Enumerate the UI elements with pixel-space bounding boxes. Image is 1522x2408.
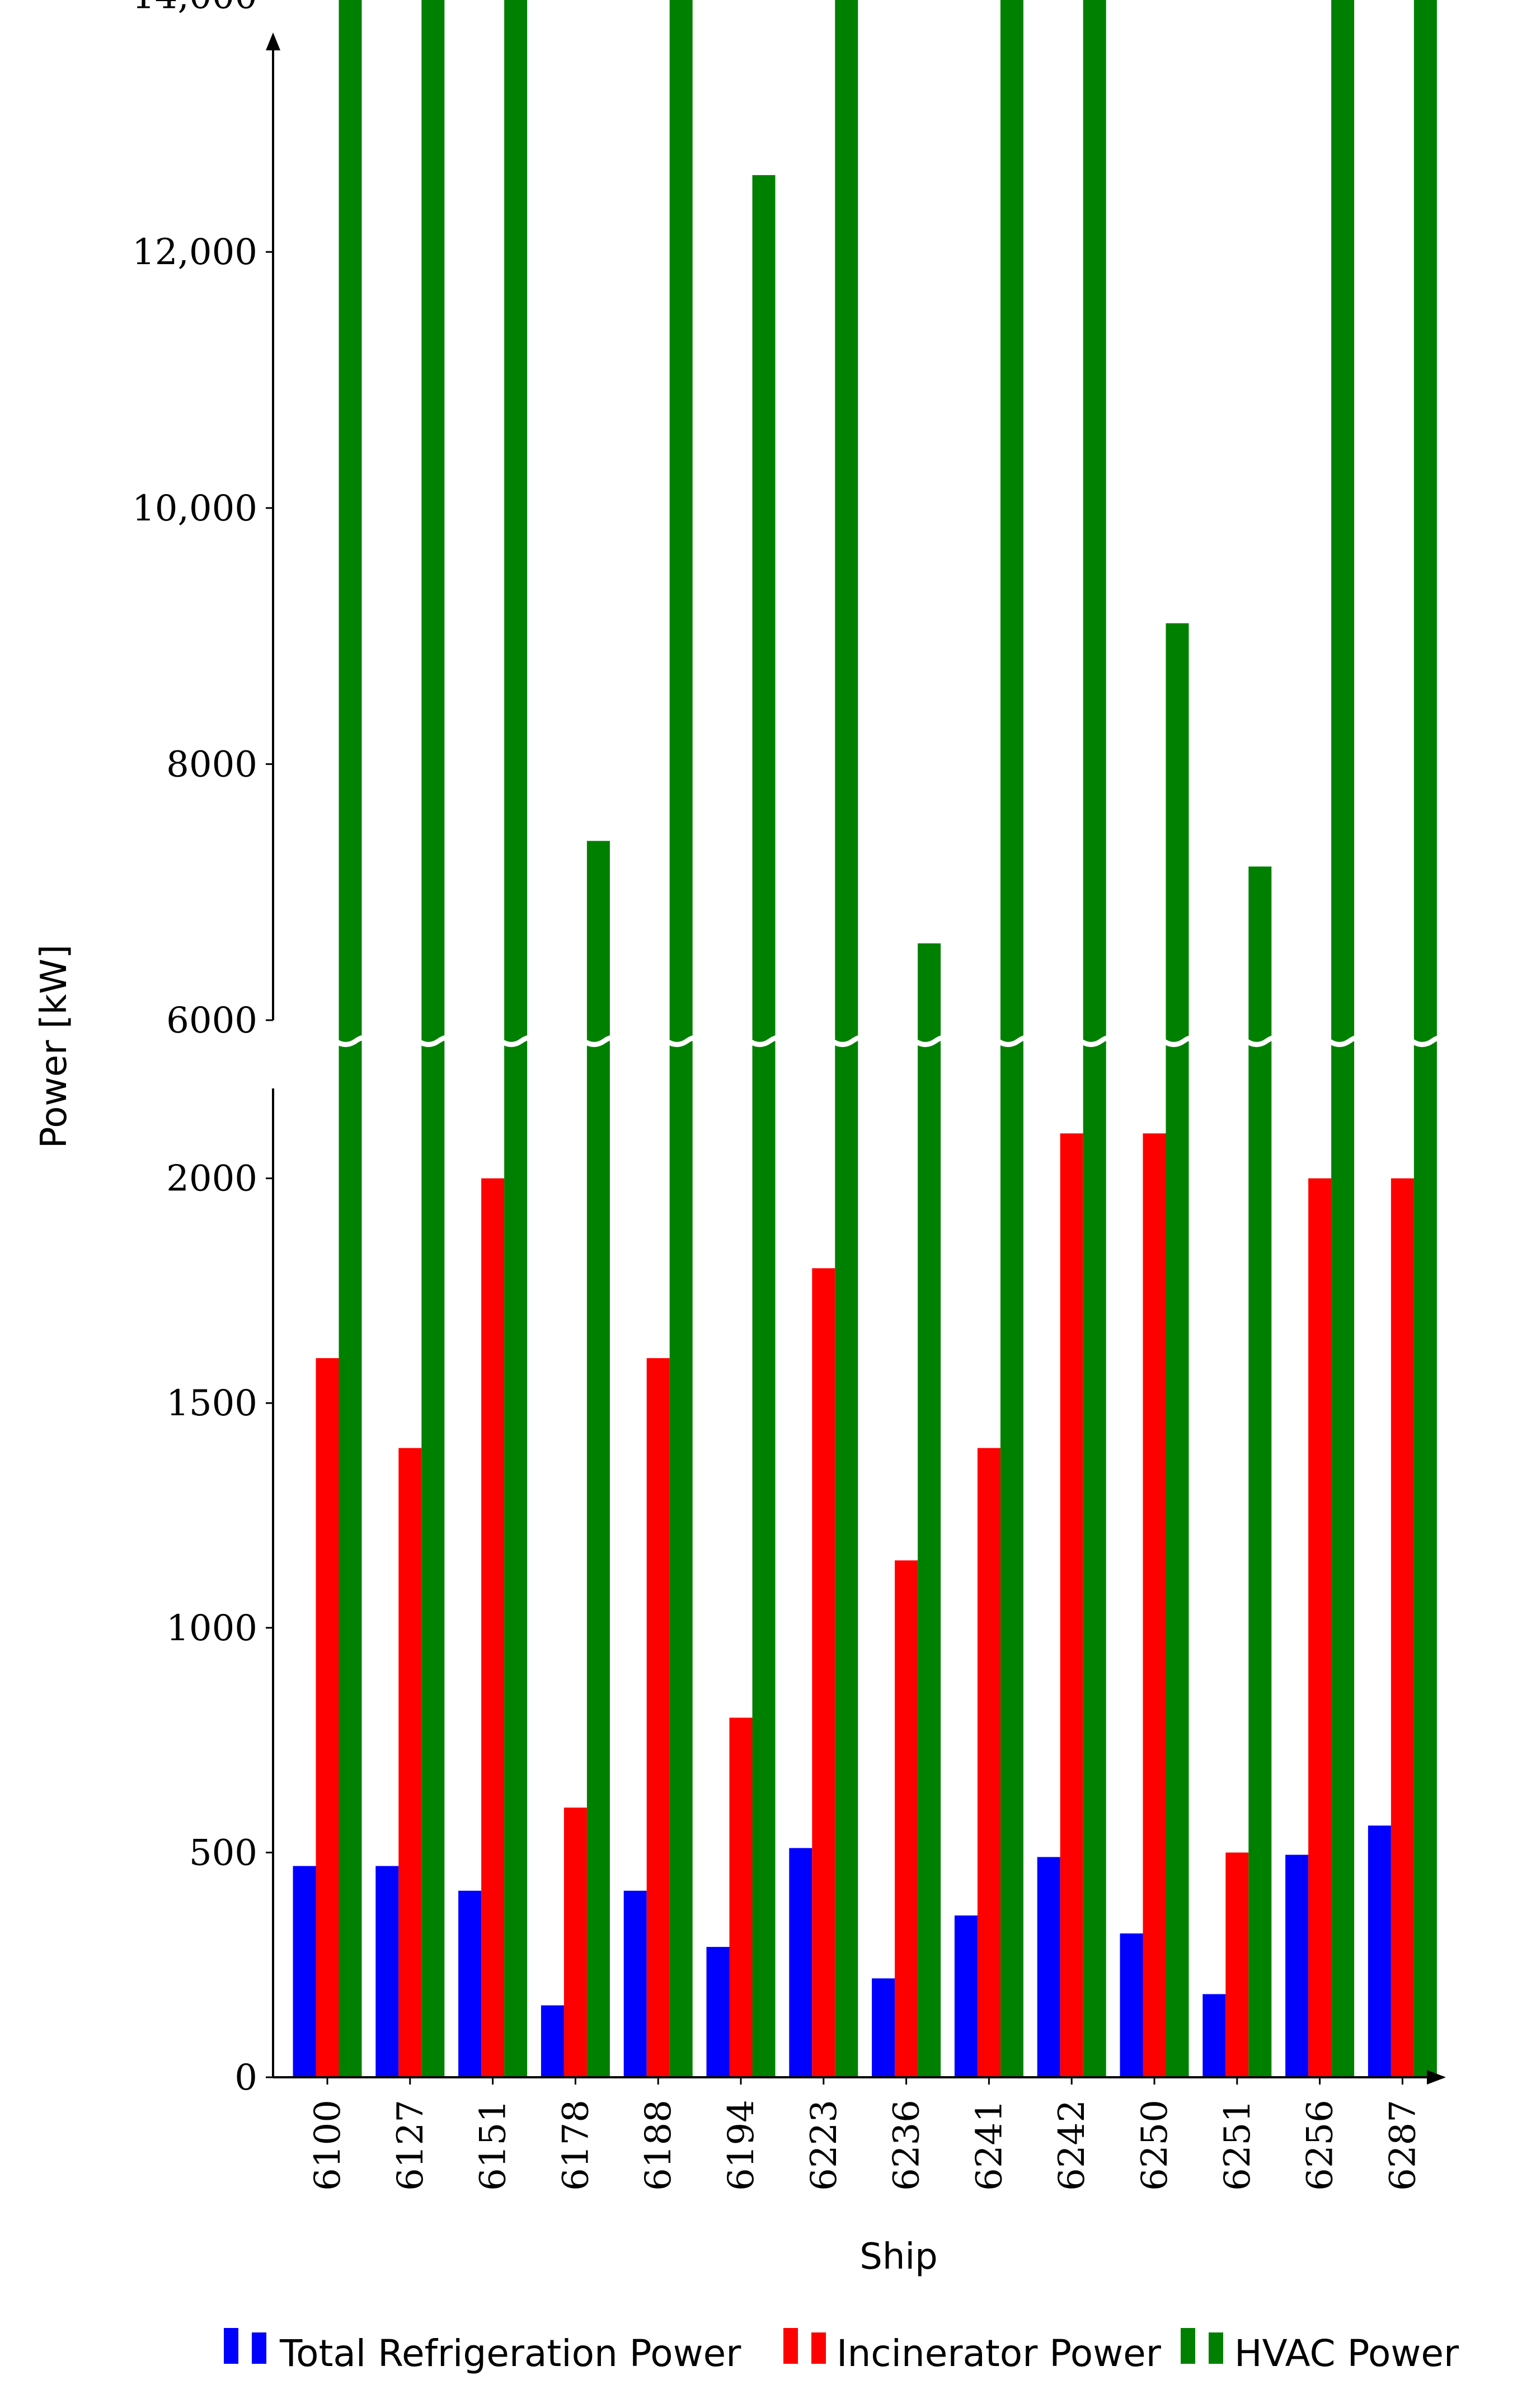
x-tick-label: 6251	[1217, 2100, 1258, 2191]
bar-total-refrigeration-power-6256	[1285, 1855, 1309, 2077]
axis-break-layer	[256, 1029, 1476, 1053]
bar-incinerator-power-6250	[1143, 1133, 1166, 2077]
bar-incinerator-power-6194	[729, 1717, 753, 2077]
legend-label: HVAC Power	[1234, 2332, 1459, 2375]
bar-total-refrigeration-power-6178	[541, 2005, 564, 2077]
y-tick-label: 10,000	[132, 488, 257, 529]
bar-incinerator-power-6287	[1391, 1178, 1414, 2077]
bar-hvac-power-6236	[918, 943, 941, 2077]
bar-incinerator-power-6236	[895, 1560, 918, 2077]
legend-label: Total Refrigeration Power	[279, 2332, 741, 2375]
bar-incinerator-power-6127	[398, 1448, 422, 2077]
bar-incinerator-power-6188	[646, 1358, 670, 2077]
legend-swatch	[1181, 2328, 1195, 2364]
x-tick-label: 6188	[638, 2100, 679, 2191]
bar-incinerator-power-6151	[481, 1178, 505, 2077]
bar-total-refrigeration-power-6151	[458, 1890, 482, 2077]
bar-total-refrigeration-power-6127	[375, 1866, 399, 2077]
bar-incinerator-power-6256	[1308, 1178, 1332, 2077]
bar-incinerator-power-6251	[1225, 1852, 1249, 2077]
x-tick-label: 6242	[1051, 2100, 1093, 2191]
y-tick-label: 14,000	[132, 0, 257, 17]
legend-swatch	[811, 2332, 826, 2364]
bar-total-refrigeration-power-6242	[1037, 1857, 1060, 2077]
legend-label: Incinerator Power	[837, 2332, 1162, 2375]
bar-hvac-power-6194	[752, 175, 776, 2078]
bar-total-refrigeration-power-6250	[1120, 1933, 1143, 2077]
bar-total-refrigeration-power-6188	[623, 1890, 647, 2077]
y-tick-label: 500	[189, 1832, 257, 1874]
y-axis-arrow	[266, 32, 280, 50]
x-ticks-layer: 6100 6127 6151 6178 6188 6194 6223 6236 6241 6242…	[307, 2077, 1424, 2191]
y-tick-label: 8000	[166, 744, 257, 785]
legend-swatch	[224, 2328, 238, 2364]
bar-total-refrigeration-power-6223	[789, 1848, 812, 2077]
bar-incinerator-power-6242	[1060, 1133, 1083, 2077]
y-axis-title: Power [kW]	[34, 945, 75, 1148]
bar-incinerator-power-6223	[812, 1268, 835, 2077]
axis-break-wave-white	[266, 1035, 1476, 1047]
y-ticks-layer: 0 500 1000 1500 2000 6000 8000 10,000 12,000 14,0…	[132, 0, 273, 2099]
x-tick-label: 6127	[390, 2100, 431, 2191]
y-tick-label: 1500	[166, 1383, 257, 1424]
x-tick-label: 6100	[307, 2100, 349, 2191]
x-tick-label: 6256	[1300, 2100, 1341, 2191]
x-tick-label: 6194	[721, 2100, 762, 2191]
y-tick-label: 1000	[166, 1608, 257, 1649]
x-tick-label: 6236	[886, 2100, 928, 2191]
bar-total-refrigeration-power-6194	[706, 1947, 730, 2077]
bar-total-refrigeration-power-6100	[293, 1866, 316, 2077]
axes-layer	[266, 32, 1446, 2085]
bar-total-refrigeration-power-6236	[872, 1978, 895, 2077]
bar-incinerator-power-6241	[977, 1448, 1000, 2077]
bar-hvac-power-6178	[586, 841, 610, 2077]
legend-swatch	[783, 2328, 798, 2364]
x-tick-label: 6287	[1382, 2100, 1424, 2191]
y-tick-label: 2000	[166, 1158, 257, 1200]
x-tick-label: 6250	[1134, 2100, 1176, 2191]
bar-incinerator-power-6100	[316, 1358, 339, 2077]
x-tick-label: 6223	[804, 2100, 845, 2191]
legend: Total Refrigeration Power Incinerator Pow…	[224, 2328, 1459, 2375]
y-tick-label: 0	[234, 2057, 257, 2099]
y-tick-label: 6000	[166, 1000, 257, 1041]
legend-swatch	[1209, 2332, 1223, 2364]
x-tick-label: 6241	[969, 2100, 1010, 2191]
bar-hvac-power-6251	[1248, 866, 1272, 2077]
x-tick-label: 6151	[473, 2100, 514, 2191]
bar-total-refrigeration-power-6251	[1202, 1994, 1226, 2077]
x-tick-label: 6178	[555, 2100, 596, 2191]
bar-total-refrigeration-power-6241	[954, 1915, 978, 2077]
legend-swatch	[252, 2332, 266, 2364]
x-axis-title: Ship	[859, 2236, 938, 2278]
x-axis-arrow	[1427, 2070, 1446, 2085]
bar-incinerator-power-6178	[563, 1808, 587, 2077]
bar-hvac-power-6250	[1166, 623, 1189, 2077]
bar-total-refrigeration-power-6287	[1368, 1825, 1391, 2077]
y-tick-label: 12,000	[132, 232, 257, 273]
